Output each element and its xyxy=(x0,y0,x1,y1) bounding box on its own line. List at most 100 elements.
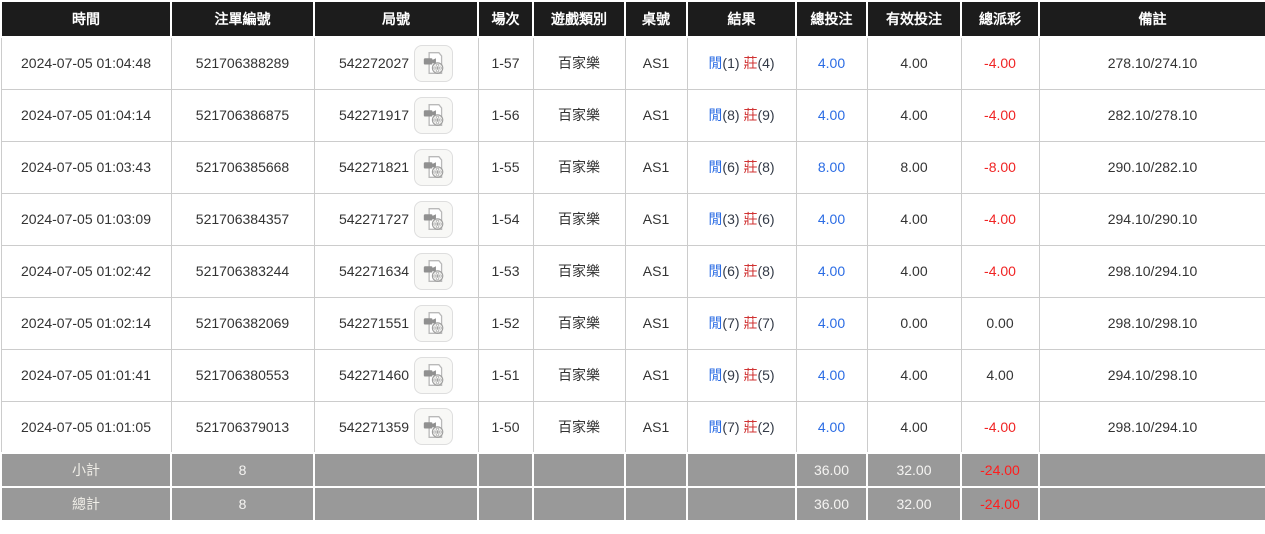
result-player-mark: 閒 xyxy=(708,315,723,331)
subtotal-valid-bet: 32.00 xyxy=(866,452,962,488)
col-header-total-bet: 總投注 xyxy=(795,0,868,38)
round-cell: 542271634 xyxy=(313,244,479,298)
game-type-cell: 百家樂 xyxy=(532,400,626,454)
session-cell: 1-50 xyxy=(477,400,534,454)
round-number: 542271917 xyxy=(338,107,410,123)
bet-record-row: 2024-07-05 01:02:42 521706383244 5422716… xyxy=(0,244,1265,298)
result-banker-points: (8) xyxy=(757,263,775,279)
remark-cell: 298.10/294.10 xyxy=(1038,400,1265,454)
remark-cell: 282.10/278.10 xyxy=(1038,88,1265,142)
film-document-icon xyxy=(423,364,443,386)
result-cell: 閒(6) 莊(8) xyxy=(686,244,797,298)
total-bet-cell: 4.00 xyxy=(795,88,868,142)
grand-total-row: 總計 8 36.00 32.00 -24.00 xyxy=(0,486,1265,522)
total-payout-cell: -4.00 xyxy=(960,244,1040,298)
session-cell: 1-54 xyxy=(477,192,534,246)
session-cell: 1-53 xyxy=(477,244,534,298)
col-header-time: 時間 xyxy=(0,0,172,38)
result-player-mark: 閒 xyxy=(708,418,723,435)
table-no-cell: AS1 xyxy=(624,36,688,90)
table-no-cell: AS1 xyxy=(624,348,688,402)
subtotal-label: 小計 xyxy=(0,452,172,488)
game-type-cell: 百家樂 xyxy=(532,192,626,246)
valid-bet-cell: 0.00 xyxy=(866,296,962,350)
bet-id-cell: 521706380553 xyxy=(170,348,315,402)
grand-total-label: 總計 xyxy=(0,486,172,522)
bet-id-cell: 521706379013 xyxy=(170,400,315,454)
round-number: 542271634 xyxy=(338,263,410,279)
round-cell: 542271821 xyxy=(313,140,479,194)
session-cell: 1-52 xyxy=(477,296,534,350)
result-player-mark: 閒 xyxy=(708,367,723,383)
time-cell: 2024-07-05 01:04:48 xyxy=(0,36,172,90)
bet-record-row: 2024-07-05 01:01:05 521706379013 5422713… xyxy=(0,400,1265,454)
valid-bet-cell: 4.00 xyxy=(866,192,962,246)
result-player-mark: 閒 xyxy=(708,211,723,227)
round-cell: 542271359 xyxy=(313,400,479,454)
subtotal-empty-cell xyxy=(686,452,797,488)
total-bet-cell: 4.00 xyxy=(795,192,868,246)
video-replay-button[interactable] xyxy=(414,200,454,238)
time-cell: 2024-07-05 01:01:05 xyxy=(0,400,172,454)
table-no-cell: AS1 xyxy=(624,140,688,194)
game-type-cell: 百家樂 xyxy=(532,36,626,90)
round-number: 542271727 xyxy=(338,211,410,227)
bet-record-row: 2024-07-05 01:01:41 521706380553 5422714… xyxy=(0,348,1265,402)
result-player-points: (3) xyxy=(722,211,740,227)
result-cell: 閒(3) 莊(6) xyxy=(686,192,797,246)
session-cell: 1-51 xyxy=(477,348,534,402)
video-replay-button[interactable] xyxy=(414,356,454,394)
remark-cell: 298.10/298.10 xyxy=(1038,296,1265,350)
result-player-points: (6) xyxy=(722,159,740,175)
col-header-round: 局號 xyxy=(313,0,479,38)
table-no-cell: AS1 xyxy=(624,88,688,142)
col-header-result: 結果 xyxy=(686,0,797,38)
video-replay-button[interactable] xyxy=(414,44,454,82)
valid-bet-cell: 4.00 xyxy=(866,400,962,454)
grand-total-total-bet: 36.00 xyxy=(795,486,868,522)
result-banker-mark: 莊 xyxy=(743,418,758,435)
col-header-table-no: 桌號 xyxy=(624,0,688,38)
col-header-valid-bet: 有效投注 xyxy=(866,0,962,38)
result-banker-mark: 莊 xyxy=(743,263,758,279)
game-type-cell: 百家樂 xyxy=(532,244,626,298)
film-document-icon xyxy=(423,104,443,126)
video-replay-button[interactable] xyxy=(414,252,454,290)
film-document-icon xyxy=(423,260,443,282)
subtotal-total-bet: 36.00 xyxy=(795,452,868,488)
subtotal-remark xyxy=(1038,452,1265,488)
total-payout-cell: -4.00 xyxy=(960,192,1040,246)
round-number: 542271460 xyxy=(338,367,410,383)
session-cell: 1-56 xyxy=(477,88,534,142)
round-number: 542271821 xyxy=(338,159,410,175)
valid-bet-cell: 8.00 xyxy=(866,140,962,194)
subtotal-row: 小計 8 36.00 32.00 -24.00 xyxy=(0,452,1265,488)
remark-cell: 290.10/282.10 xyxy=(1038,140,1265,194)
total-bet-cell: 4.00 xyxy=(795,348,868,402)
session-cell: 1-55 xyxy=(477,140,534,194)
result-player-mark: 閒 xyxy=(708,263,723,279)
bet-id-cell: 521706385668 xyxy=(170,140,315,194)
result-banker-points: (5) xyxy=(757,367,775,383)
bet-record-row: 2024-07-05 01:04:14 521706386875 5422719… xyxy=(0,88,1265,142)
result-banker-points: (6) xyxy=(757,211,775,227)
result-banker-points: (7) xyxy=(757,315,775,331)
total-payout-cell: 0.00 xyxy=(960,296,1040,350)
result-player-mark: 閒 xyxy=(708,55,723,72)
result-banker-mark: 莊 xyxy=(743,315,758,331)
video-replay-button[interactable] xyxy=(414,408,454,446)
result-banker-points: (8) xyxy=(757,159,775,175)
result-banker-points: (9) xyxy=(757,107,775,123)
bet-id-cell: 521706386875 xyxy=(170,88,315,142)
subtotal-empty-cell xyxy=(477,452,534,488)
valid-bet-cell: 4.00 xyxy=(866,36,962,90)
video-replay-button[interactable] xyxy=(414,304,454,342)
time-cell: 2024-07-05 01:04:14 xyxy=(0,88,172,142)
film-document-icon xyxy=(423,415,443,438)
video-replay-button[interactable] xyxy=(414,96,454,134)
video-replay-button[interactable] xyxy=(414,148,454,186)
table-summary: 小計 8 36.00 32.00 -24.00 總計 8 36 xyxy=(0,452,1265,522)
grand-total-remark xyxy=(1038,486,1265,522)
time-cell: 2024-07-05 01:01:41 xyxy=(0,348,172,402)
